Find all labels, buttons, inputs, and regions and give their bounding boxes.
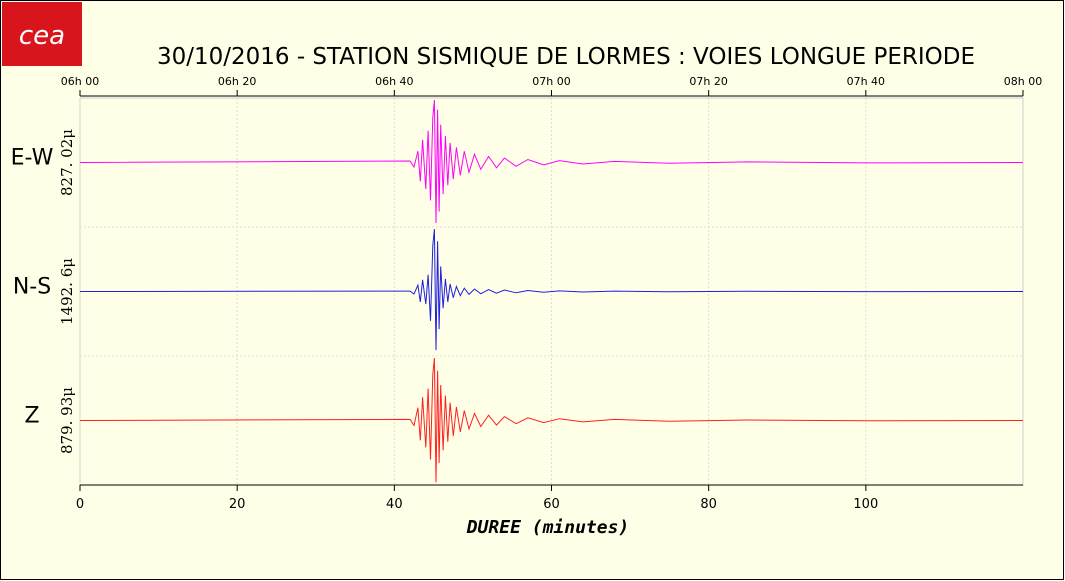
x-tick-label: 60 xyxy=(543,497,560,512)
x-axis-label: DUREE (minutes) xyxy=(466,517,630,538)
x2-tick-label: 06h 20 xyxy=(218,75,256,88)
amplitude-label: 1492. 6μ xyxy=(58,258,76,325)
logo-box xyxy=(2,2,82,66)
trace xyxy=(79,228,1024,351)
x2-tick-label: 07h 00 xyxy=(532,75,570,88)
x2-tick-label: 07h 20 xyxy=(689,75,727,88)
trace-name: E-W xyxy=(11,146,54,171)
x2-tick-label: 06h 00 xyxy=(61,75,99,88)
amplitude-label: 827. 02μ xyxy=(58,129,76,196)
x-tick-label: 80 xyxy=(700,497,717,512)
x2-tick-label: 08h 00 xyxy=(1004,75,1042,88)
amplitude-label: 879. 93μ xyxy=(58,387,76,454)
trace-name: Z xyxy=(24,404,39,429)
trace-name: N-S xyxy=(13,275,51,300)
chart-title: 30/10/2016 - STATION SISMIQUE DE LORMES … xyxy=(157,44,975,70)
x2-tick-label: 07h 40 xyxy=(847,75,885,88)
x-tick-label: 20 xyxy=(229,497,246,512)
x-tick-label: 0 xyxy=(76,497,84,512)
trace xyxy=(79,99,1024,224)
x-tick-label: 100 xyxy=(853,497,878,512)
x2-tick-label: 06h 40 xyxy=(375,75,413,88)
trace xyxy=(79,357,1024,483)
logo: cea xyxy=(19,21,65,51)
x-tick-label: 40 xyxy=(386,497,403,512)
